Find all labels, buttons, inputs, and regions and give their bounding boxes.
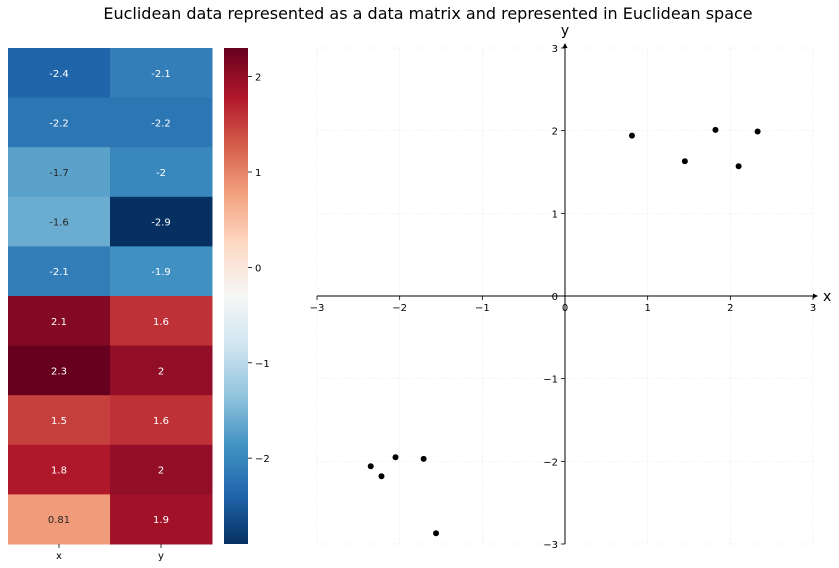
heatmap-cell bbox=[8, 345, 111, 396]
heatmap-cell bbox=[110, 494, 213, 545]
heatmap-cell bbox=[110, 444, 213, 495]
heatmap-cell-label: -1.9 bbox=[151, 267, 171, 278]
heatmap-cell bbox=[8, 97, 111, 148]
colorbar-tick-label: 2 bbox=[255, 73, 261, 84]
x-tick-label: −2 bbox=[392, 303, 407, 314]
scatter-point bbox=[735, 163, 742, 170]
colorbar-tick-label: −1 bbox=[255, 359, 270, 370]
heatmap-cell bbox=[110, 97, 213, 148]
y-tick-label: −3 bbox=[543, 540, 558, 551]
y-tick-label: 1 bbox=[552, 209, 558, 220]
heatmap-cell-label: 1.8 bbox=[51, 466, 67, 477]
heatmap-column-label: x bbox=[56, 551, 62, 562]
x-tick-label: 1 bbox=[644, 303, 650, 314]
colorbar-tick-label: 1 bbox=[255, 168, 261, 179]
x-axis-arrow-icon bbox=[813, 293, 818, 299]
heatmap-cell bbox=[110, 48, 213, 99]
heatmap-cell-label: -2.9 bbox=[151, 218, 171, 229]
x-axis-label: x bbox=[823, 289, 831, 305]
colorbar-gradient bbox=[224, 48, 248, 544]
scatter-point bbox=[754, 128, 761, 135]
colorbar-tick-label: −2 bbox=[255, 454, 270, 465]
heatmap-cell bbox=[110, 296, 213, 347]
scatter-point bbox=[378, 473, 385, 480]
heatmap-cell bbox=[8, 246, 111, 297]
heatmap-cell bbox=[110, 196, 213, 247]
y-axis-arrow-icon bbox=[562, 43, 568, 48]
y-axis-label: y bbox=[561, 23, 569, 39]
heatmap-cell-label: 1.5 bbox=[51, 416, 67, 427]
heatmap-cell-label: 2.3 bbox=[51, 366, 67, 377]
heatmap-cell bbox=[8, 147, 111, 198]
y-tick-label: 3 bbox=[552, 44, 558, 55]
heatmap-cell-label: -2.4 bbox=[49, 69, 69, 80]
heatmap-cell-label: -2.2 bbox=[49, 118, 69, 129]
x-tick-label: −1 bbox=[475, 303, 490, 314]
heatmap-cell-label: 1.9 bbox=[153, 515, 169, 526]
heatmap-cell-label: -1.6 bbox=[49, 218, 69, 229]
x-tick-label: 0 bbox=[562, 303, 568, 314]
heatmap-cell-label: 2 bbox=[158, 366, 164, 377]
colorbar-tick-label: 0 bbox=[255, 263, 261, 274]
figure-title: Euclidean data represented as a data mat… bbox=[103, 4, 752, 23]
heatmap-cell bbox=[8, 395, 111, 446]
colorbar: −2 −1 0 1 2 bbox=[224, 48, 270, 544]
heatmap-cell-label: -2.1 bbox=[151, 69, 171, 80]
heatmap-cell bbox=[8, 444, 111, 495]
heatmap-cell-label: 2.1 bbox=[51, 317, 67, 328]
heatmap-cell-label: -2.1 bbox=[49, 267, 69, 278]
heatmap-cell bbox=[8, 196, 111, 247]
heatmap-cell bbox=[110, 395, 213, 446]
heatmap-cell-label: -2.2 bbox=[151, 118, 171, 129]
scatter-point bbox=[420, 455, 427, 462]
heatmap: -2.4 -2.1 -2.2 -2.2 -1.7 -2 -1.6 -2.9 -2.1 -1.9 2.… bbox=[8, 48, 213, 562]
heatmap-cell bbox=[8, 48, 111, 99]
x-tick-label: −3 bbox=[310, 303, 325, 314]
scatter-point bbox=[712, 126, 719, 133]
heatmap-column-label: y bbox=[158, 551, 164, 562]
heatmap-cell bbox=[110, 246, 213, 297]
heatmap-cell bbox=[8, 296, 111, 347]
heatmap-cell-label: -2 bbox=[156, 168, 166, 179]
scatter-point bbox=[392, 454, 399, 461]
heatmap-cell-label: -1.7 bbox=[49, 168, 69, 179]
y-tick-label: 2 bbox=[552, 127, 558, 138]
heatmap-cell bbox=[110, 345, 213, 396]
x-tick-label: 2 bbox=[727, 303, 733, 314]
y-tick-label: −1 bbox=[543, 375, 558, 386]
heatmap-cell-label: 1.6 bbox=[153, 416, 169, 427]
scatter-point bbox=[628, 132, 635, 139]
scatter-point bbox=[367, 463, 374, 470]
heatmap-cell-label: 1.6 bbox=[153, 317, 169, 328]
heatmap-cell-label: 2 bbox=[158, 466, 164, 477]
y-tick-label: −2 bbox=[543, 457, 558, 468]
y-tick-label: 0 bbox=[552, 292, 558, 303]
heatmap-cell bbox=[110, 147, 213, 198]
heatmap-cell bbox=[8, 494, 111, 545]
x-tick-label: 3 bbox=[810, 303, 816, 314]
scatter-point bbox=[433, 530, 440, 537]
heatmap-cell-label: 0.81 bbox=[48, 515, 70, 526]
scatter-point bbox=[681, 158, 688, 165]
